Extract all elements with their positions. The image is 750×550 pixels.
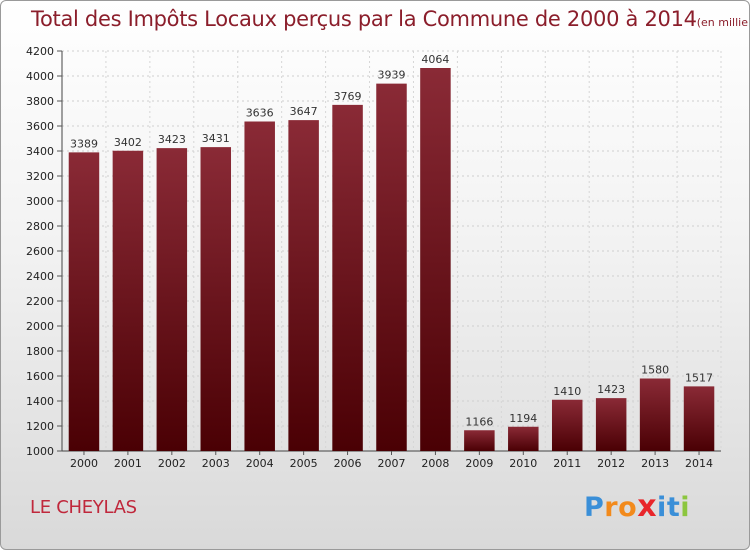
x-axis-ticks: 2000 2001 2002 2003 2004 2005 2006 2007 2008 2009… (70, 451, 713, 470)
chart-title-text: Total des Impôts Locaux perçus par la Co… (31, 7, 697, 31)
bar-value-label: 1580 (641, 364, 669, 377)
y-tick-label: 3600 (26, 120, 54, 133)
bar-2007 (376, 83, 407, 451)
y-tick-label: 1200 (26, 420, 54, 433)
bar-value-label: 3402 (114, 136, 142, 149)
logo-letter: i (657, 492, 667, 523)
bar-value-label: 3647 (290, 105, 318, 118)
x-tick-label: 2013 (641, 457, 669, 470)
x-tick-label: 2010 (509, 457, 537, 470)
y-tick-label: 3200 (26, 170, 54, 183)
y-tick-label: 2200 (26, 295, 54, 308)
logo-letter: x (637, 489, 658, 524)
bar-value-label: 1194 (509, 412, 537, 425)
x-tick-label: 2012 (597, 457, 625, 470)
bar-value-label: 3769 (334, 90, 362, 103)
y-tick-label: 2400 (26, 270, 54, 283)
bar-2006 (332, 104, 363, 451)
y-tick-label: 1800 (26, 345, 54, 358)
x-tick-label: 2000 (70, 457, 98, 470)
bar-value-label: 1410 (553, 385, 581, 398)
x-tick-label: 2005 (290, 457, 318, 470)
bar-2003 (200, 147, 232, 451)
x-tick-label: 2001 (114, 457, 142, 470)
bar-2001 (112, 150, 144, 451)
x-tick-label: 2003 (202, 457, 230, 470)
chart-unit: (en milliers d'€) (696, 16, 749, 29)
y-tick-label: 1400 (26, 395, 54, 408)
bar-value-label: 1166 (465, 415, 493, 428)
bar-value-label: 1517 (685, 371, 713, 384)
bar-2012 (595, 398, 627, 451)
logo-letter: r (604, 492, 619, 523)
y-tick-label: 1600 (26, 370, 54, 383)
bar-value-label: 4064 (421, 53, 449, 66)
logo-letter: i (680, 492, 690, 523)
x-tick-label: 2011 (553, 457, 581, 470)
bar-2002 (156, 148, 188, 451)
bar-2013 (639, 378, 671, 451)
bar-value-label: 3431 (202, 132, 230, 145)
y-tick-label: 2600 (26, 245, 54, 258)
y-tick-label: 2800 (26, 220, 54, 233)
y-tick-label: 3000 (26, 195, 54, 208)
chart-title: Total des Impôts Locaux perçus par la Co… (31, 7, 749, 31)
y-tick-label: 3800 (26, 95, 54, 108)
x-tick-label: 2006 (334, 457, 362, 470)
x-tick-label: 2008 (421, 457, 449, 470)
x-tick-label: 2007 (378, 457, 406, 470)
bar-value-label: 1423 (597, 383, 625, 396)
y-tick-label: 4200 (26, 45, 54, 58)
y-tick-label: 2000 (26, 320, 54, 333)
bar-2004 (244, 121, 275, 451)
y-tick-label: 4000 (26, 70, 54, 83)
bar-value-label: 3389 (70, 137, 98, 150)
logo-letter: t (666, 492, 681, 523)
x-tick-label: 2002 (158, 457, 186, 470)
bar-2011 (551, 399, 583, 451)
bar-2010 (508, 426, 539, 451)
y-tick-label: 1000 (26, 445, 54, 458)
bars: 3389 3402 3423 3431 3636 3647 3769 3939 4064 1166… (68, 53, 715, 451)
bar-value-label: 3939 (378, 69, 406, 82)
bar-2000 (68, 152, 100, 451)
bar-value-label: 3636 (246, 107, 274, 120)
bar-2008 (420, 68, 451, 451)
y-axis-ticks: 1000 1200 1400 1600 1800 2000 2200 2400 2600 2800… (26, 45, 62, 458)
logo-letter: o (618, 492, 638, 523)
proxiti-logo: Proxiti (584, 489, 690, 524)
x-tick-label: 2004 (246, 457, 274, 470)
bar-2014 (683, 386, 715, 451)
bar-2005 (288, 120, 319, 451)
bar-2009 (464, 430, 495, 451)
x-tick-label: 2009 (465, 457, 493, 470)
logo-letter: P (584, 492, 605, 523)
x-tick-label: 2014 (685, 457, 713, 470)
bar-value-label: 3423 (158, 133, 186, 146)
commune-name: LE CHEYLAS (30, 497, 137, 518)
y-tick-label: 3400 (26, 145, 54, 158)
